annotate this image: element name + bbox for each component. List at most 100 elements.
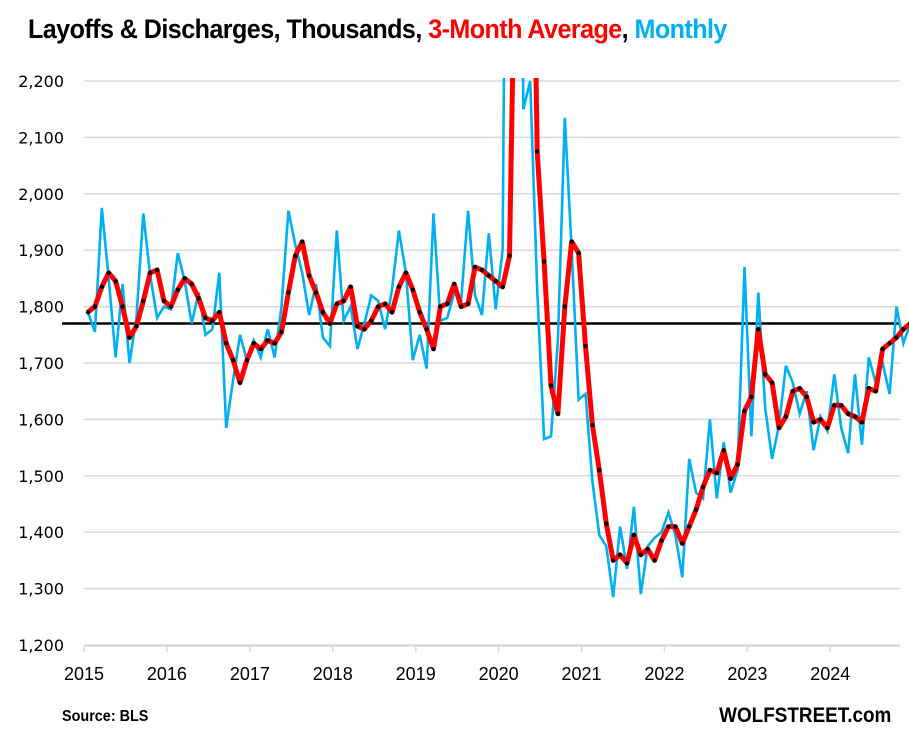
avg-data-point — [113, 279, 118, 284]
avg-data-point — [258, 346, 263, 352]
avg-data-point — [838, 403, 844, 408]
avg-data-point — [203, 315, 208, 321]
y-tick-label: 1,200 — [18, 636, 64, 655]
title-part-black: Layoffs & Discharges, Thousands, — [28, 14, 429, 44]
avg-data-point — [217, 310, 222, 315]
source-label: Source: BLS — [62, 708, 149, 725]
series-3-month-average-markers — [85, 149, 909, 566]
avg-data-point — [604, 521, 609, 526]
avg-data-point — [417, 310, 422, 315]
avg-data-point — [721, 448, 726, 453]
title-separator: , — [621, 14, 635, 44]
avg-data-point — [210, 318, 215, 323]
y-tick-label: 1,600 — [18, 410, 64, 429]
x-axis: 2015 2016 2017 2018 2019 2020 2021 2022 2023 2024 — [64, 645, 900, 684]
avg-data-point — [175, 287, 181, 292]
avg-data-point — [334, 301, 339, 306]
y-tick-label: 1,500 — [18, 467, 64, 486]
avg-data-point — [154, 267, 160, 273]
avg-data-point — [659, 538, 664, 543]
x-tick-label: 2021 — [561, 664, 601, 684]
y-tick-label: 1,900 — [18, 241, 64, 260]
avg-data-point — [866, 386, 872, 391]
avg-data-point — [279, 329, 284, 335]
avg-data-point — [300, 239, 305, 244]
avg-data-point — [382, 301, 388, 306]
avg-data-point — [686, 524, 692, 529]
avg-data-point — [624, 561, 630, 566]
avg-data-point — [707, 467, 713, 473]
avg-data-point — [465, 301, 471, 306]
title-legend-monthly: Monthly — [634, 14, 728, 44]
avg-data-point — [700, 484, 706, 490]
avg-data-point — [376, 304, 381, 309]
avg-data-point — [431, 346, 436, 352]
x-tick-label: 2023 — [727, 664, 767, 684]
avg-data-point — [797, 386, 802, 391]
avg-data-point — [534, 149, 540, 154]
avg-data-point — [769, 380, 775, 385]
avg-data-point — [355, 324, 360, 329]
avg-data-point — [583, 343, 588, 349]
avg-data-point — [652, 558, 657, 563]
avg-data-point — [500, 284, 505, 290]
avg-data-point — [362, 326, 367, 332]
line-chart: 1,200 1,300 1,400 1,500 1,600 1,700 1,800 1,900… — [18, 72, 909, 684]
avg-data-point — [756, 326, 761, 332]
avg-data-point — [845, 411, 851, 416]
avg-data-point — [762, 372, 768, 377]
series-monthly-line — [86, 78, 909, 598]
avg-data-point — [120, 304, 125, 309]
avg-data-point — [818, 417, 823, 422]
avg-data-point — [99, 284, 105, 290]
y-tick-label: 2,100 — [18, 128, 64, 147]
avg-data-point — [161, 298, 167, 304]
avg-data-point — [410, 287, 415, 292]
avg-data-point — [389, 310, 395, 315]
avg-data-point — [472, 264, 478, 270]
x-tick-label: 2016 — [147, 664, 187, 684]
title-legend-3-month-average: 3-Month Average — [428, 14, 622, 44]
avg-data-point — [569, 239, 574, 244]
avg-data-point — [887, 341, 892, 346]
avg-data-point — [693, 507, 699, 512]
avg-data-point — [680, 541, 685, 546]
avg-data-point — [610, 558, 616, 563]
avg-data-point — [825, 425, 830, 431]
avg-data-point — [251, 341, 257, 346]
avg-data-point — [728, 476, 733, 481]
avg-data-point — [479, 267, 485, 273]
avg-data-point — [735, 462, 740, 467]
avg-data-point — [348, 284, 353, 290]
avg-data-point — [147, 270, 153, 275]
avg-data-point — [403, 270, 409, 275]
avg-data-point — [313, 290, 319, 295]
avg-data-point — [804, 394, 809, 400]
x-tick-label: 2019 — [396, 664, 436, 684]
gridlines — [84, 80, 900, 646]
avg-data-point — [880, 346, 885, 352]
avg-data-point — [224, 341, 229, 346]
avg-data-point — [873, 389, 878, 394]
avg-data-point — [790, 389, 796, 394]
avg-data-point — [673, 524, 678, 529]
avg-data-point — [894, 335, 899, 340]
x-tick-label: 2022 — [644, 664, 684, 684]
y-tick-label: 1,800 — [18, 298, 64, 317]
avg-data-point — [783, 414, 789, 419]
avg-data-point — [645, 546, 650, 552]
avg-data-point — [638, 552, 643, 557]
y-tick-label: 1,400 — [18, 523, 64, 542]
avg-data-point — [127, 335, 132, 340]
avg-data-point — [237, 380, 243, 385]
avg-data-point — [811, 420, 816, 425]
avg-data-point — [106, 270, 111, 275]
avg-data-point — [265, 338, 270, 343]
avg-data-point — [742, 408, 747, 414]
avg-data-point — [486, 273, 491, 278]
brand-label: WOLFSTREET.com — [718, 704, 891, 727]
x-tick-label: 2024 — [810, 664, 850, 684]
avg-data-point — [776, 425, 782, 431]
x-tick-label: 2020 — [479, 664, 519, 684]
avg-data-point — [196, 295, 201, 301]
